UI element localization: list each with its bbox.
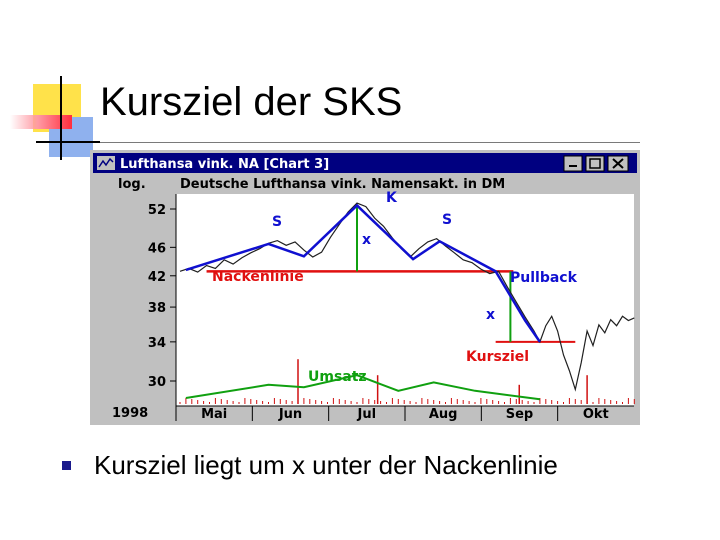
bullet-marker (62, 461, 71, 470)
y-tick-label: 34 (148, 336, 166, 351)
x-axis-ticks: Mai Jun Jul Aug Sep Okt (175, 405, 634, 422)
neckline-label: Nackenlinie (212, 269, 304, 285)
x-tick-label: Sep (506, 407, 534, 422)
window-titlebar (93, 153, 637, 173)
pullback-label: Pullback (510, 270, 578, 286)
chart-title: Deutsche Lufthansa vink. Namensakt. in D… (180, 177, 505, 192)
x-tick-label: Aug (429, 407, 458, 422)
volume-label: Umsatz (308, 369, 367, 385)
x-tick-label: Mai (201, 407, 227, 422)
y-tick-label: 52 (148, 203, 166, 218)
distance-label-top: x (362, 232, 371, 248)
x-tick-label: Jun (278, 407, 302, 422)
minimize-button[interactable] (563, 155, 583, 172)
close-button[interactable] (607, 155, 629, 172)
accent-pink-bar (10, 115, 72, 129)
target-label: Kursziel (466, 349, 529, 365)
volume-trend-line (185, 374, 541, 401)
window-title: Lufthansa vink. NA [Chart 3] (120, 157, 329, 172)
x-tick-label: Okt (583, 407, 609, 422)
distance-label-bottom: x (486, 307, 495, 323)
y-tick-label: 38 (148, 301, 166, 316)
accent-vertical-line (60, 76, 62, 160)
maximize-button[interactable] (585, 155, 605, 172)
accent-horizontal-line (36, 141, 100, 143)
title-separator (100, 142, 640, 143)
trend-line (185, 203, 541, 343)
slide-title: Kursziel der SKS (100, 80, 403, 124)
scale-label: log. (118, 177, 146, 192)
close-icon (612, 158, 624, 169)
x-tick-label: Jul (357, 407, 377, 422)
y-axis-ticks: 30 34 38 42 46 52 (148, 203, 176, 390)
series-layer (179, 202, 635, 392)
chart-window: Lufthansa vink. NA [Chart 3] log. Deutsc… (90, 150, 640, 425)
bullet-text: Kursziel liegt um x unter der Nackenlini… (94, 450, 558, 480)
maximize-icon (589, 158, 601, 169)
window-app-icon (97, 156, 115, 170)
y-tick-label: 46 (148, 241, 166, 256)
year-label: 1998 (112, 406, 148, 421)
slide-accent (0, 0, 120, 160)
minimize-icon (569, 165, 577, 167)
y-tick-label: 30 (148, 375, 166, 390)
volume-layer (179, 359, 635, 404)
left-shoulder-label: S (272, 214, 282, 230)
annotation-layer (206, 205, 576, 343)
plot-area (176, 194, 634, 406)
head-label: K (386, 190, 398, 206)
y-tick-label: 42 (148, 270, 166, 285)
right-shoulder-label: S (442, 212, 452, 228)
